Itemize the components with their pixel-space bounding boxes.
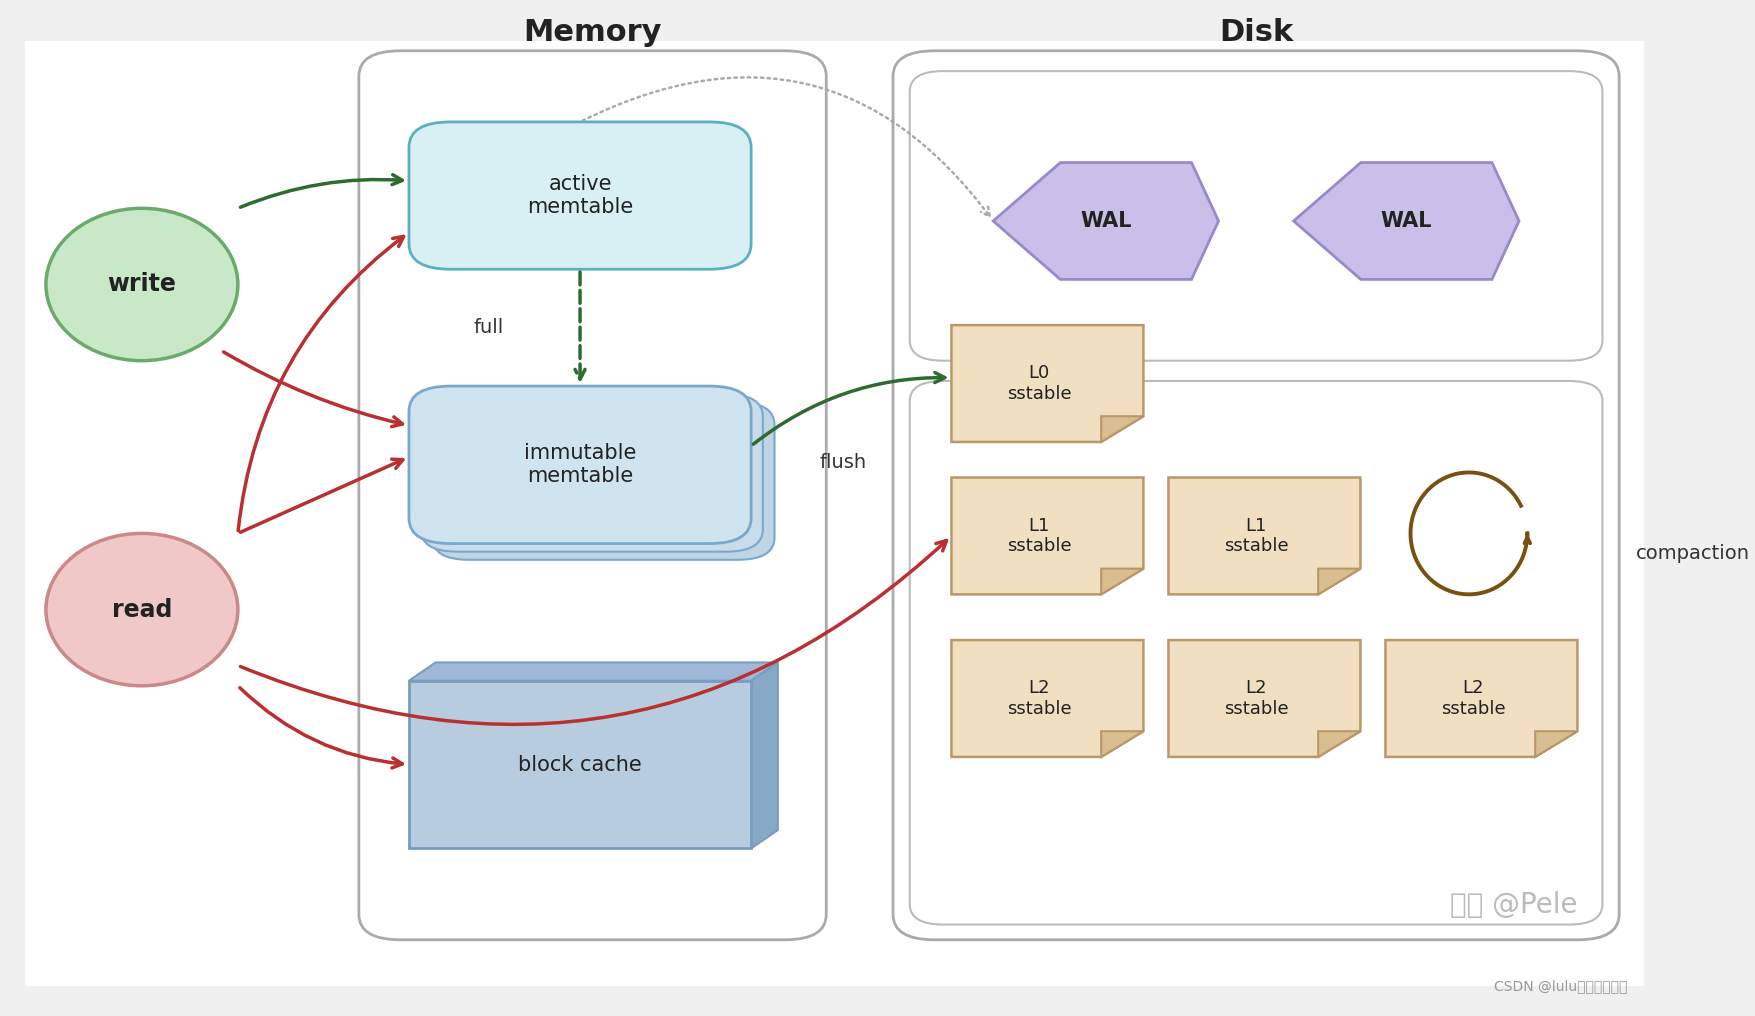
- Polygon shape: [1167, 640, 1360, 757]
- Text: immutable
memtable: immutable memtable: [523, 443, 635, 487]
- FancyBboxPatch shape: [409, 386, 751, 544]
- Text: L1
sstable: L1 sstable: [1006, 516, 1071, 556]
- Polygon shape: [1100, 417, 1143, 442]
- Text: block cache: block cache: [518, 755, 642, 774]
- Polygon shape: [1385, 640, 1576, 757]
- Polygon shape: [951, 478, 1143, 594]
- FancyBboxPatch shape: [909, 71, 1602, 361]
- Text: flush: flush: [820, 453, 865, 471]
- Text: L1
sstable: L1 sstable: [1223, 516, 1288, 556]
- Polygon shape: [1100, 569, 1143, 594]
- Polygon shape: [409, 662, 777, 681]
- Polygon shape: [1534, 732, 1576, 757]
- Polygon shape: [751, 662, 777, 848]
- Bar: [409, 681, 751, 848]
- FancyBboxPatch shape: [409, 122, 751, 269]
- Text: L0
sstable: L0 sstable: [1006, 364, 1071, 403]
- Text: WAL: WAL: [1079, 211, 1130, 231]
- Polygon shape: [1318, 732, 1360, 757]
- Polygon shape: [1318, 569, 1360, 594]
- Text: L2
sstable: L2 sstable: [1439, 679, 1504, 718]
- Text: 知乎 @Pele: 知乎 @Pele: [1450, 891, 1576, 919]
- Polygon shape: [993, 163, 1218, 279]
- Text: WAL: WAL: [1379, 211, 1432, 231]
- Text: active
memtable: active memtable: [526, 174, 634, 217]
- Text: Memory: Memory: [523, 18, 662, 47]
- Polygon shape: [1293, 163, 1518, 279]
- FancyBboxPatch shape: [893, 51, 1618, 940]
- Text: Disk: Disk: [1218, 18, 1292, 47]
- Ellipse shape: [46, 533, 237, 686]
- Text: compaction: compaction: [1636, 545, 1748, 563]
- Polygon shape: [951, 325, 1143, 442]
- Polygon shape: [951, 640, 1143, 757]
- FancyBboxPatch shape: [909, 381, 1602, 925]
- FancyBboxPatch shape: [432, 402, 774, 560]
- Text: read: read: [112, 597, 172, 622]
- Polygon shape: [1167, 478, 1360, 594]
- FancyBboxPatch shape: [358, 51, 827, 940]
- Text: CSDN @lulu的云原生笔记: CSDN @lulu的云原生笔记: [1494, 979, 1627, 994]
- Text: write: write: [107, 272, 176, 297]
- Polygon shape: [1100, 732, 1143, 757]
- FancyBboxPatch shape: [421, 394, 762, 552]
- Text: L2
sstable: L2 sstable: [1006, 679, 1071, 718]
- Text: full: full: [472, 318, 504, 337]
- Ellipse shape: [46, 208, 237, 361]
- Text: L2
sstable: L2 sstable: [1223, 679, 1288, 718]
